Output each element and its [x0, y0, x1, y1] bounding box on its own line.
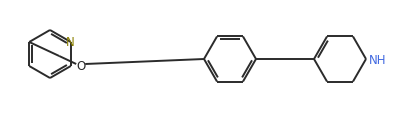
Text: O: O — [76, 60, 86, 73]
Text: N: N — [66, 35, 74, 48]
Text: NH: NH — [369, 53, 386, 66]
